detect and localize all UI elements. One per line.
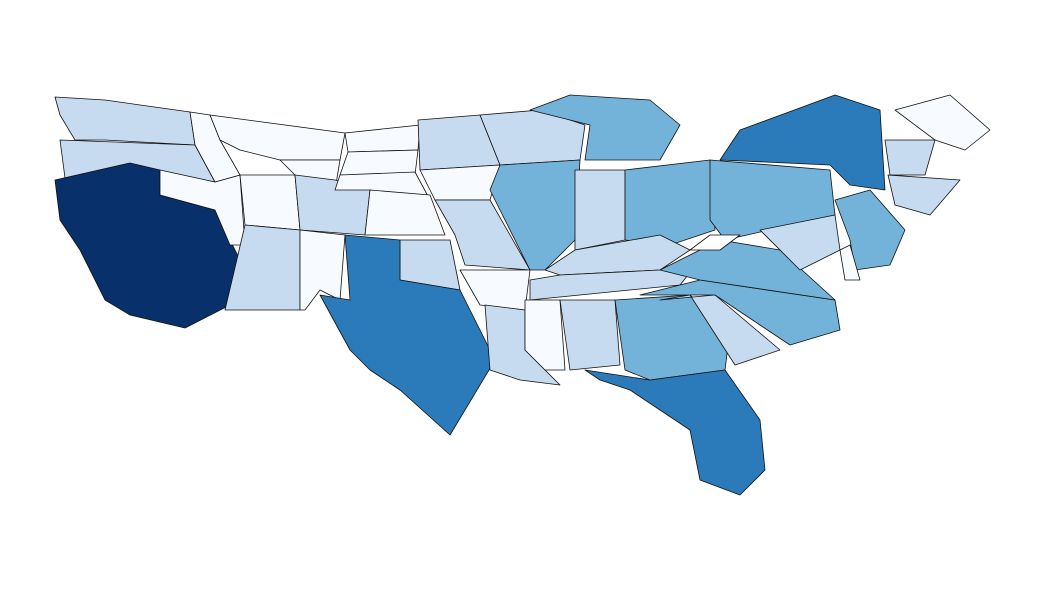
region xyxy=(559,299,621,371)
region xyxy=(887,174,961,216)
region xyxy=(834,189,906,271)
region xyxy=(624,159,716,246)
region xyxy=(894,94,991,151)
region xyxy=(364,189,446,236)
region xyxy=(209,114,346,161)
region xyxy=(54,96,196,146)
region xyxy=(479,109,586,166)
region xyxy=(659,294,781,366)
region xyxy=(339,149,419,176)
region xyxy=(584,369,766,496)
region xyxy=(719,94,886,191)
region xyxy=(434,199,531,271)
region xyxy=(419,164,501,201)
region xyxy=(689,234,741,251)
region xyxy=(524,299,566,371)
region xyxy=(839,244,861,281)
region xyxy=(344,124,421,153)
region xyxy=(574,169,626,251)
region xyxy=(459,269,531,311)
region xyxy=(884,139,936,176)
region xyxy=(319,234,496,436)
region xyxy=(239,174,301,231)
region xyxy=(529,94,681,161)
